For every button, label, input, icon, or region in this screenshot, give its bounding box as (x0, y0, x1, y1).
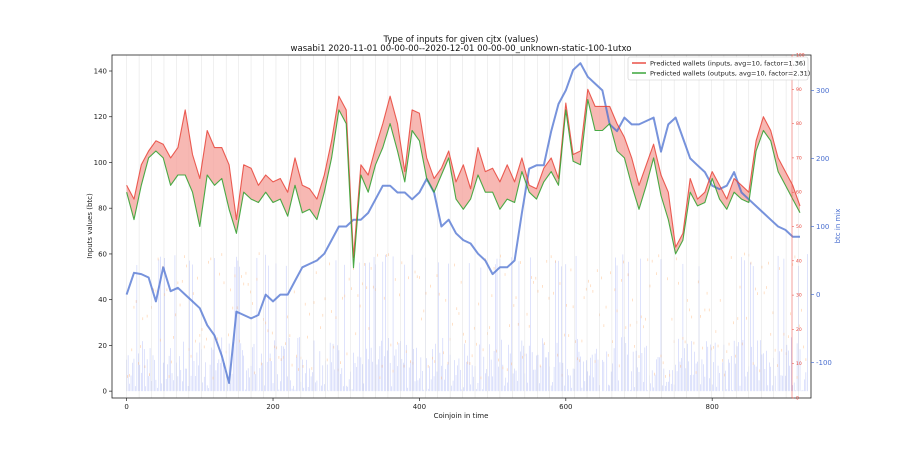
y3-axis-ticks: 0 10 20 30 40 50 60 70 80 90 100 (791, 53, 805, 402)
x-tick-label: 800 (706, 403, 719, 411)
y3-tick-label: 70 (796, 155, 802, 161)
x-tick-label: 0 (124, 403, 128, 411)
y3-tick-label: 90 (796, 87, 802, 93)
x-axis-ticks: 0 200 400 600 800 (124, 398, 719, 411)
y3-tick-label: 40 (796, 258, 802, 264)
bars-layer (126, 252, 808, 392)
y2-tick-label: -100 (816, 359, 832, 367)
y-tick-label: 60 (98, 250, 107, 258)
x-tick-label: 200 (266, 403, 279, 411)
x-axis-label: Coinjoin in time (434, 412, 489, 420)
y3-tick-label: 50 (796, 224, 802, 230)
y-tick-label: 80 (98, 205, 107, 213)
y3-tick-label: 0 (796, 396, 799, 402)
y-tick-label: 20 (98, 342, 107, 350)
y2-tick-label: 200 (816, 155, 829, 163)
y3-tick-label: 60 (796, 190, 802, 196)
legend: Predicted wallets (inputs, avg=10, facto… (627, 56, 810, 81)
chart-subtitle: wasabi1 2020-11-01 00-00-00--2020-12-01 … (291, 44, 632, 54)
y-tick-label: 0 (103, 388, 107, 396)
y2-axis-label: btc in mix (834, 209, 842, 244)
legend-box (627, 56, 809, 81)
y-tick-label: 140 (94, 68, 107, 76)
y2-tick-label: 0 (816, 291, 820, 299)
y2-tick-label: 300 (816, 87, 829, 95)
legend-label-outputs: Predicted wallets (outputs, avg=10, fact… (650, 70, 810, 78)
y-axis-ticks: 0 20 40 60 80 100 120 140 (94, 68, 112, 396)
y-tick-label: 40 (98, 296, 107, 304)
series-layer (125, 62, 801, 384)
y3-tick-label: 10 (796, 361, 802, 367)
chart-title: Type of inputs for given cjtx (values) (383, 35, 539, 45)
y3-tick-label: 80 (796, 121, 802, 127)
y-tick-label: 120 (94, 113, 107, 121)
vertical-grid-lines (126, 55, 799, 398)
y3-tick-label: 100 (796, 53, 805, 59)
series-line-outputs (126, 99, 801, 269)
series-line-inputs (126, 88, 801, 258)
series-line-btc-in-mix (125, 62, 800, 384)
y2-tick-label: 100 (816, 223, 829, 231)
y3-tick-label: 20 (796, 327, 802, 333)
legend-label-inputs: Predicted wallets (inputs, avg=10, facto… (650, 60, 806, 68)
y2-axis-ticks: -100 0 100 200 300 (811, 87, 832, 367)
y3-tick-label: 30 (796, 293, 802, 299)
y-axis-label: Inputs values (btc) (86, 193, 94, 259)
y-tick-label: 100 (94, 159, 107, 167)
x-tick-label: 600 (559, 403, 572, 411)
x-tick-label: 400 (413, 403, 426, 411)
inputs-outputs-fill (126, 89, 801, 268)
